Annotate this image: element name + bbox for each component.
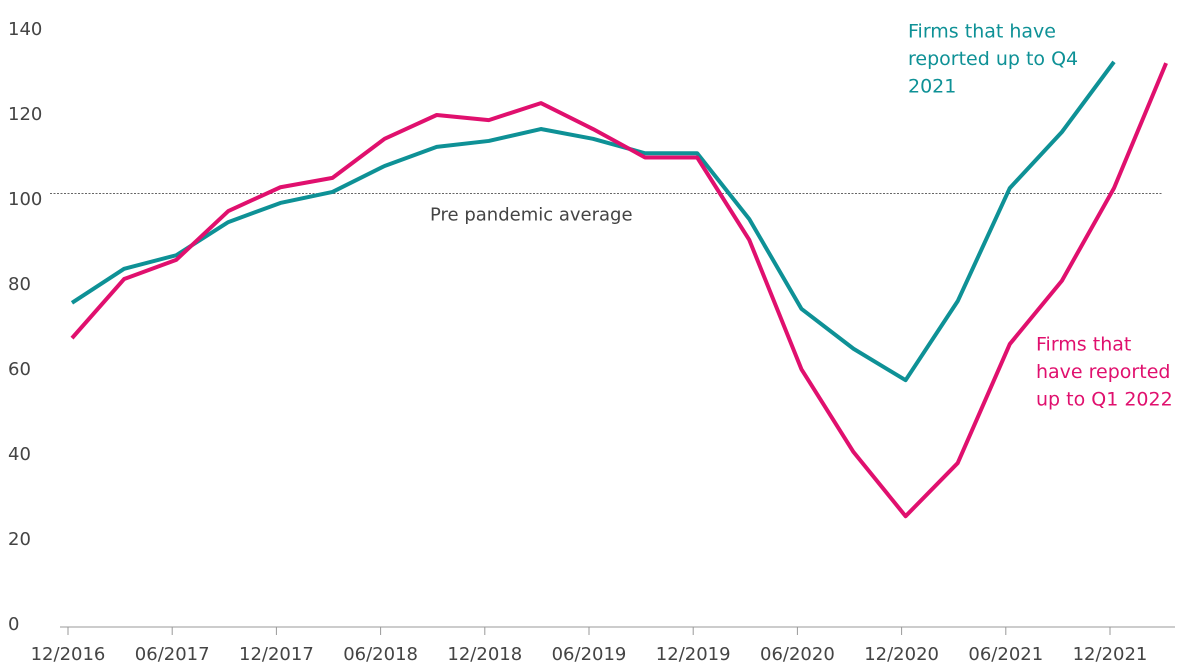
annotation: 2021 [908,76,956,98]
y-tick-label: 100 [8,189,42,210]
x-tick-label: 06/2020 [760,644,835,664]
annotation: have reported [1036,361,1170,383]
x-tick-label: 06/2021 [968,644,1043,664]
x-tick-label: 06/2019 [552,644,627,664]
x-tick-label: 12/2018 [447,644,522,664]
y-tick-label: 140 [8,19,42,40]
annotation: Firms that [1036,334,1131,356]
x-tick-label: 12/2016 [31,644,106,664]
reference-label: Pre pandemic average [430,205,633,226]
series-line [70,62,1168,519]
annotation: Firms that have [908,21,1056,43]
annotation: reported up to Q4 [908,48,1078,70]
y-tick-label: 120 [8,104,42,125]
y-tick-label: 60 [8,359,31,380]
x-tick-label: 06/2017 [135,644,210,664]
x-tick-label: 12/2019 [656,644,731,664]
y-tick-label: 40 [8,444,31,465]
y-tick-label: 0 [8,614,19,635]
annotation: up to Q1 2022 [1036,389,1173,411]
x-tick-label: 12/2020 [864,644,939,664]
y-tick-label: 20 [8,529,31,550]
y-tick-label: 80 [8,274,31,295]
series-line [70,60,1116,383]
x-tick-label: 06/2018 [343,644,418,664]
x-tick-label: 12/2017 [239,644,314,664]
x-tick-label: 12/2021 [1073,644,1148,664]
